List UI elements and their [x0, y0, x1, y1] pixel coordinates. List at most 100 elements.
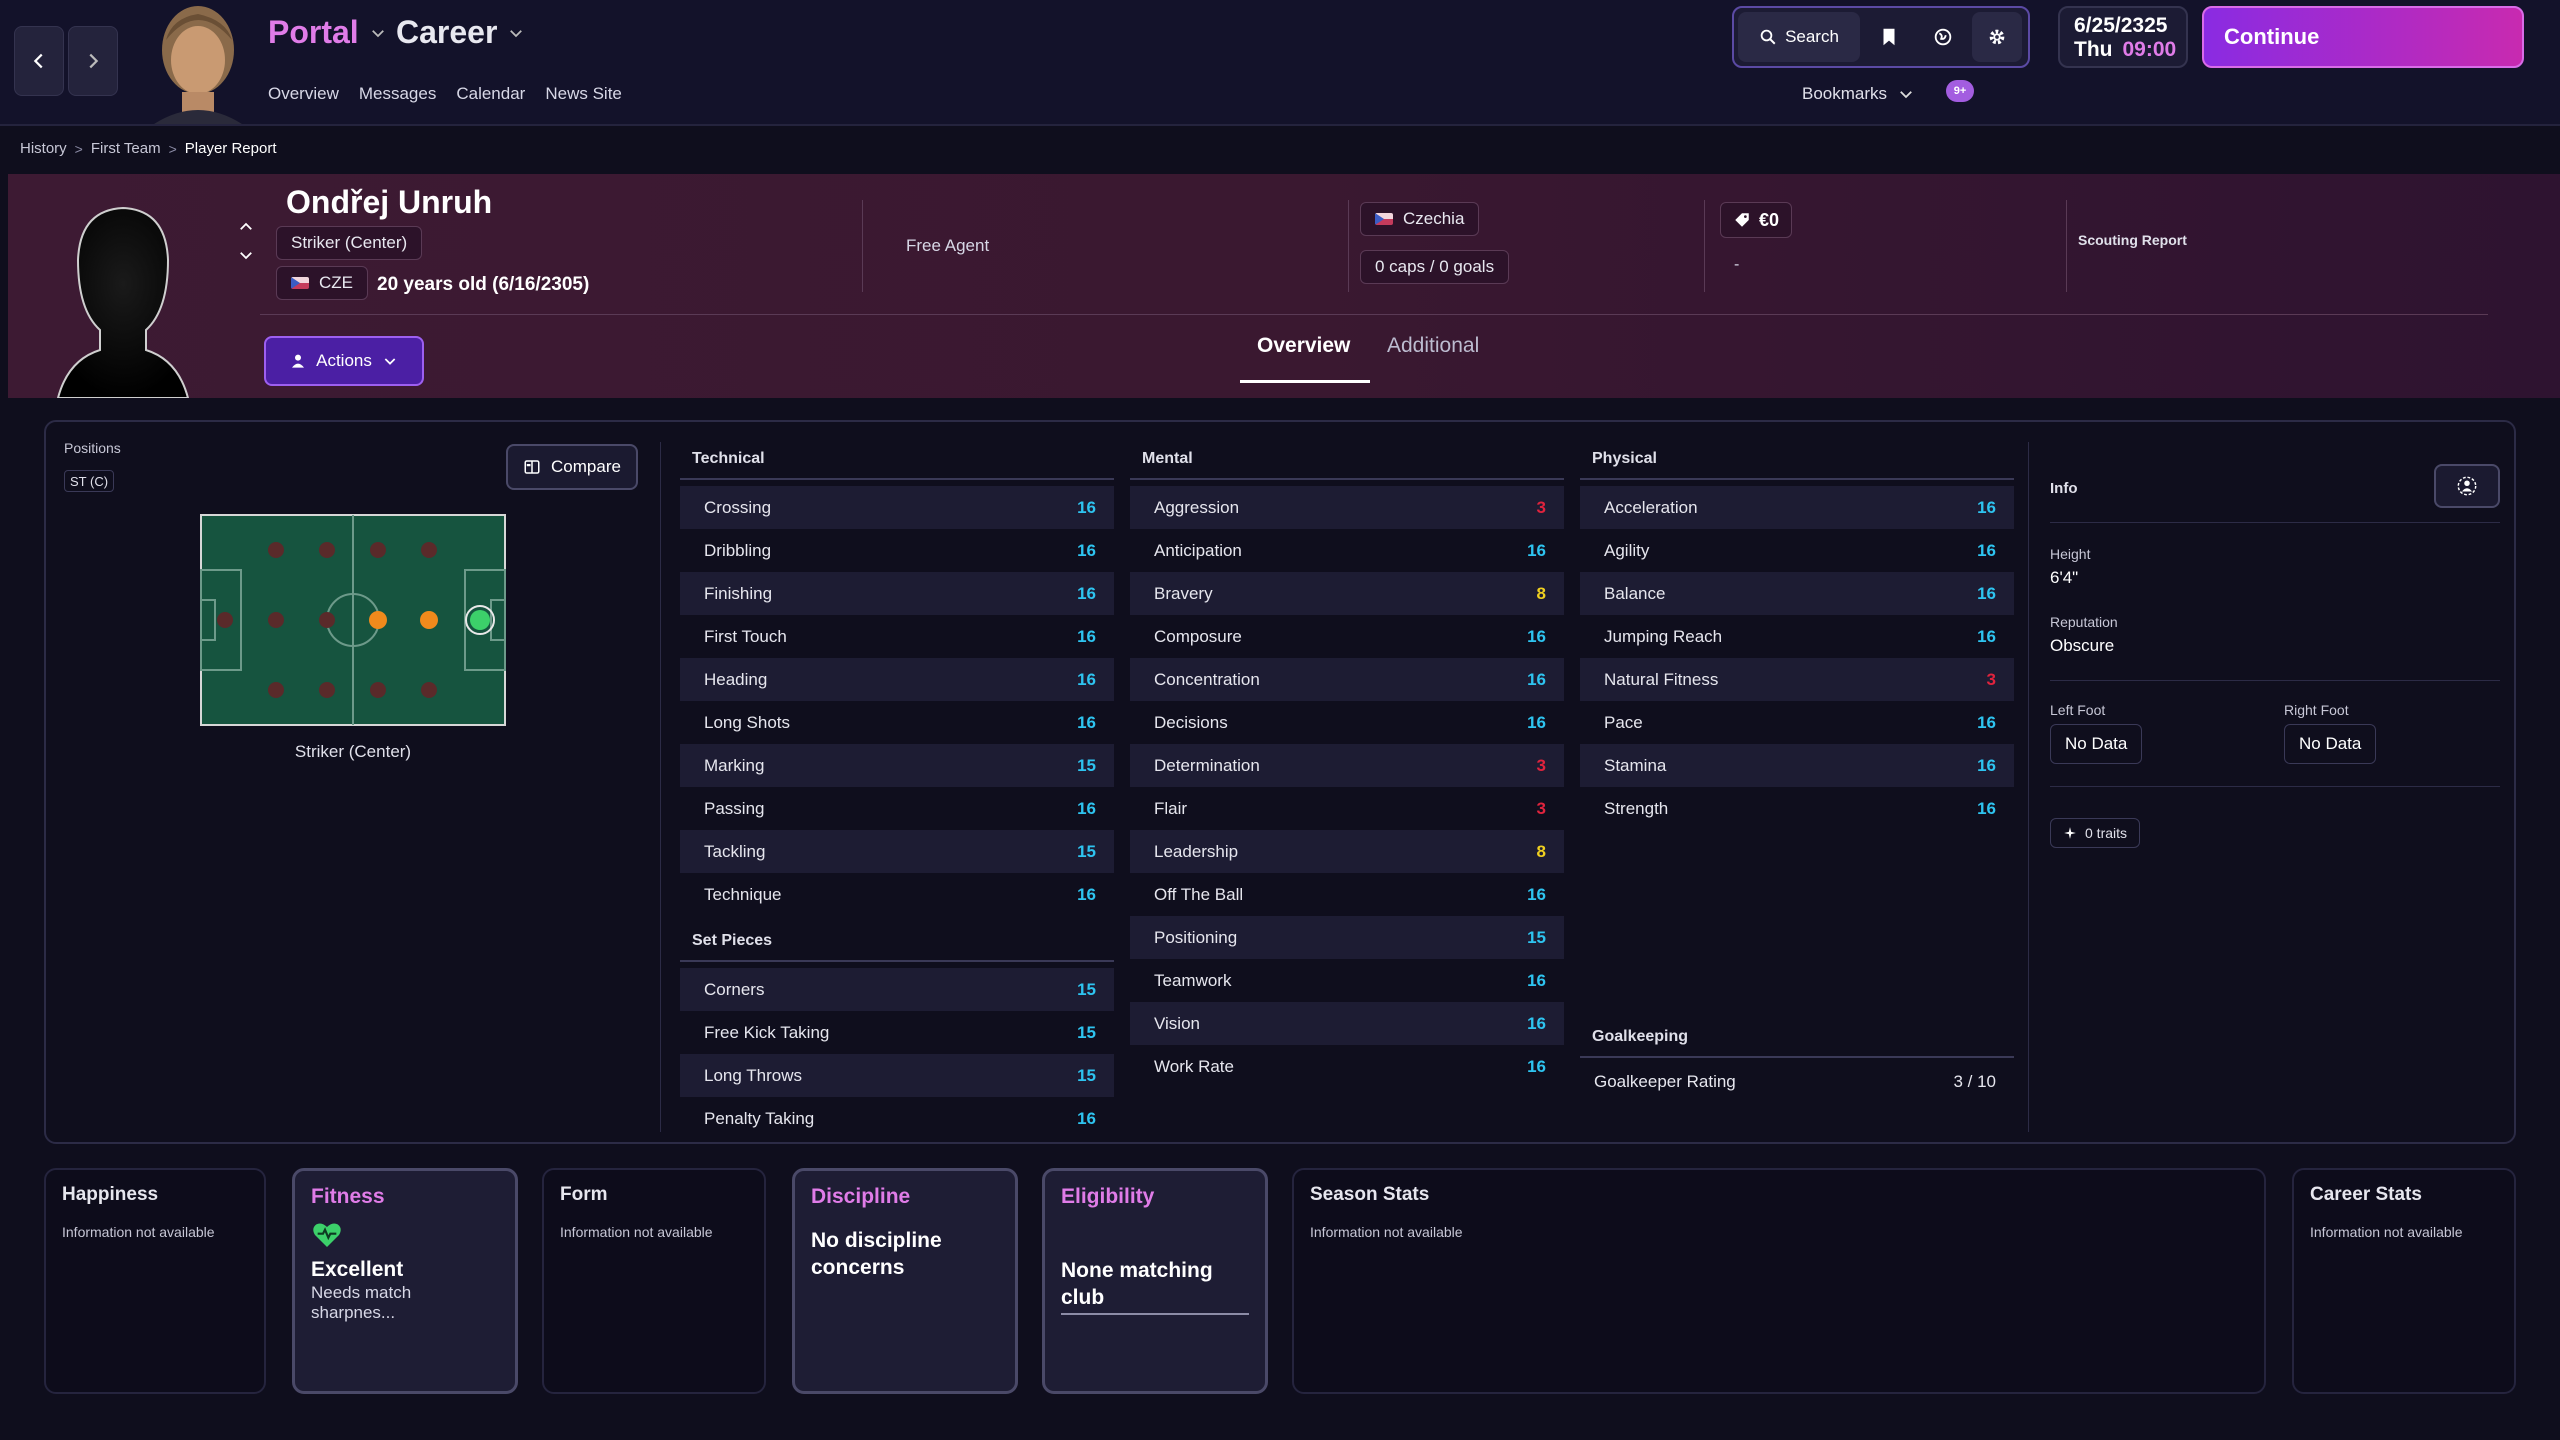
attribute-name: Penalty Taking	[704, 1108, 815, 1128]
positions-label: Positions	[64, 440, 121, 456]
profile-button[interactable]	[2434, 464, 2500, 508]
attribute-row[interactable]: Anticipation 16	[1130, 529, 1564, 572]
attribute-row[interactable]: Passing 16	[680, 787, 1114, 830]
attribute-row[interactable]: Heading 16	[680, 658, 1114, 701]
attribute-row[interactable]: Jumping Reach 16	[1580, 615, 2014, 658]
attribute-row[interactable]: Long Shots 16	[680, 701, 1114, 744]
search-button[interactable]: Search	[1738, 12, 1860, 62]
nav-overview[interactable]: Overview	[268, 84, 339, 103]
attribute-row[interactable]: Decisions 16	[1130, 701, 1564, 744]
scouting-report[interactable]: Scouting Report	[2078, 232, 2187, 248]
attribute-row[interactable]: Crossing 16	[680, 486, 1114, 529]
position-tag: ST (C)	[64, 470, 115, 492]
attribute-row[interactable]: First Touch 16	[680, 615, 1114, 658]
tab-overview[interactable]: Overview	[1257, 334, 1351, 357]
compare-button[interactable]: Compare	[506, 444, 638, 490]
attribute-row[interactable]: Concentration 16	[1130, 658, 1564, 701]
discipline-title: Discipline	[811, 1185, 911, 1208]
date-display[interactable]: 6/25/2325 Thu 09:00	[2058, 6, 2188, 68]
attribute-row[interactable]: Pace 16	[1580, 701, 2014, 744]
settings-button[interactable]	[1972, 12, 2022, 62]
traits-button[interactable]: 0 traits	[2050, 818, 2141, 848]
attribute-row[interactable]: Work Rate 16	[1130, 1045, 1564, 1088]
career-menu[interactable]: Career	[396, 14, 525, 51]
chevron-down-icon	[384, 358, 396, 365]
portal-menu[interactable]: Portal	[268, 14, 387, 51]
column-divider	[660, 442, 661, 1132]
attribute-row[interactable]: Aggression 3	[1130, 486, 1564, 529]
attribute-row[interactable]: Composure 16	[1130, 615, 1564, 658]
nationality: Czechia	[1403, 209, 1465, 228]
right-foot-value: No Data	[2284, 724, 2377, 764]
fitness-card[interactable]: Fitness Excellent Needs match sharpnes..…	[292, 1168, 518, 1394]
attribute-row[interactable]: Technique 16	[680, 873, 1114, 916]
attribute-row[interactable]: Stamina 16	[1580, 744, 2014, 787]
player-name: Ondřej Unruh	[286, 184, 493, 220]
attribute-row[interactable]: Agility 16	[1580, 529, 2014, 572]
attribute-row[interactable]: Strength 16	[1580, 787, 2014, 830]
attribute-name: Anticipation	[1154, 540, 1242, 560]
compare-icon	[524, 460, 540, 474]
attribute-value: 15	[1077, 1065, 1096, 1085]
breadcrumb-first-team[interactable]: First Team	[90, 140, 161, 157]
attribute-row[interactable]: Bravery 8	[1130, 572, 1564, 615]
attribute-row[interactable]: Acceleration 16	[1580, 486, 2014, 529]
attribute-name: Determination	[1154, 755, 1260, 775]
actions-button[interactable]: Actions	[264, 336, 424, 386]
career-stats-card[interactable]: Career Stats Information not available	[2292, 1168, 2516, 1394]
attribute-name: Free Kick Taking	[704, 1022, 830, 1042]
attribute-row[interactable]: Corners 15	[680, 968, 1114, 1011]
attribute-row[interactable]: Marking 15	[680, 744, 1114, 787]
eligibility-card[interactable]: Eligibility None matching club	[1042, 1168, 1268, 1394]
attribute-value: 16	[1977, 626, 1996, 646]
attribute-row[interactable]: Teamwork 16	[1130, 959, 1564, 1002]
bookmark-button[interactable]	[1864, 12, 1914, 62]
season-stats-title: Season Stats	[1310, 1184, 1430, 1205]
attribute-row[interactable]: Long Throws 15	[680, 1054, 1114, 1097]
back-button[interactable]	[14, 26, 64, 96]
career-label: Career	[396, 14, 498, 50]
nav-messages[interactable]: Messages	[358, 84, 437, 103]
attribute-row[interactable]: Finishing 16	[680, 572, 1114, 615]
attribute-value: 16	[1077, 497, 1096, 517]
attribute-row[interactable]: Leadership 8	[1130, 830, 1564, 873]
chevron-right-icon: >	[168, 140, 177, 157]
tab-additional[interactable]: Additional	[1387, 334, 1480, 357]
nation-pill[interactable]: CZE	[276, 266, 368, 300]
attribute-name: Off The Ball	[1154, 884, 1244, 904]
attribute-row[interactable]: Natural Fitness 3	[1580, 658, 2014, 701]
world-button[interactable]	[1918, 12, 1968, 62]
nav-news-site[interactable]: News Site	[545, 84, 622, 103]
discipline-card[interactable]: Discipline No discipline concerns	[792, 1168, 1018, 1394]
continue-button[interactable]: Continue	[2202, 6, 2524, 68]
nationality-pill[interactable]: Czechia	[1360, 202, 1480, 236]
nav-calendar[interactable]: Calendar	[456, 84, 526, 103]
forward-button[interactable]	[68, 26, 118, 96]
breadcrumb-history[interactable]: History	[20, 140, 67, 157]
attribute-row[interactable]: Tackling 15	[680, 830, 1114, 873]
attribute-row[interactable]: Determination 3	[1130, 744, 1564, 787]
attribute-value: 16	[1527, 540, 1546, 560]
eligibility-title: Eligibility	[1061, 1185, 1155, 1208]
chevron-up-icon[interactable]	[237, 218, 255, 236]
bookmarks-menu[interactable]: Bookmarks	[1802, 84, 1915, 104]
attribute-row[interactable]: Vision 16	[1130, 1002, 1564, 1045]
attribute-row[interactable]: Off The Ball 16	[1130, 873, 1564, 916]
chevron-down-icon[interactable]	[237, 246, 255, 264]
attribute-row[interactable]: Balance 16	[1580, 572, 2014, 615]
season-stats-card[interactable]: Season Stats Information not available	[1292, 1168, 2266, 1394]
height-value: 6'4"	[2050, 568, 2079, 587]
attribute-row[interactable]: Positioning 15	[1130, 916, 1564, 959]
attribute-row[interactable]: Flair 3	[1130, 787, 1564, 830]
chat-button[interactable]: 9+	[1946, 80, 1974, 106]
attribute-row[interactable]: Free Kick Taking 15	[680, 1011, 1114, 1054]
happiness-title: Happiness	[62, 1184, 159, 1205]
attribute-row[interactable]: Penalty Taking 16	[680, 1097, 1114, 1140]
form-card[interactable]: Form Information not available	[542, 1168, 766, 1394]
attribute-row[interactable]: Dribbling 16	[680, 529, 1114, 572]
chevron-down-icon	[1900, 91, 1912, 99]
manager-avatar[interactable]	[146, 0, 250, 124]
position-pill: Striker (Center)	[276, 226, 423, 260]
attribute-name: Teamwork	[1154, 970, 1232, 990]
happiness-card[interactable]: Happiness Information not available	[44, 1168, 266, 1394]
